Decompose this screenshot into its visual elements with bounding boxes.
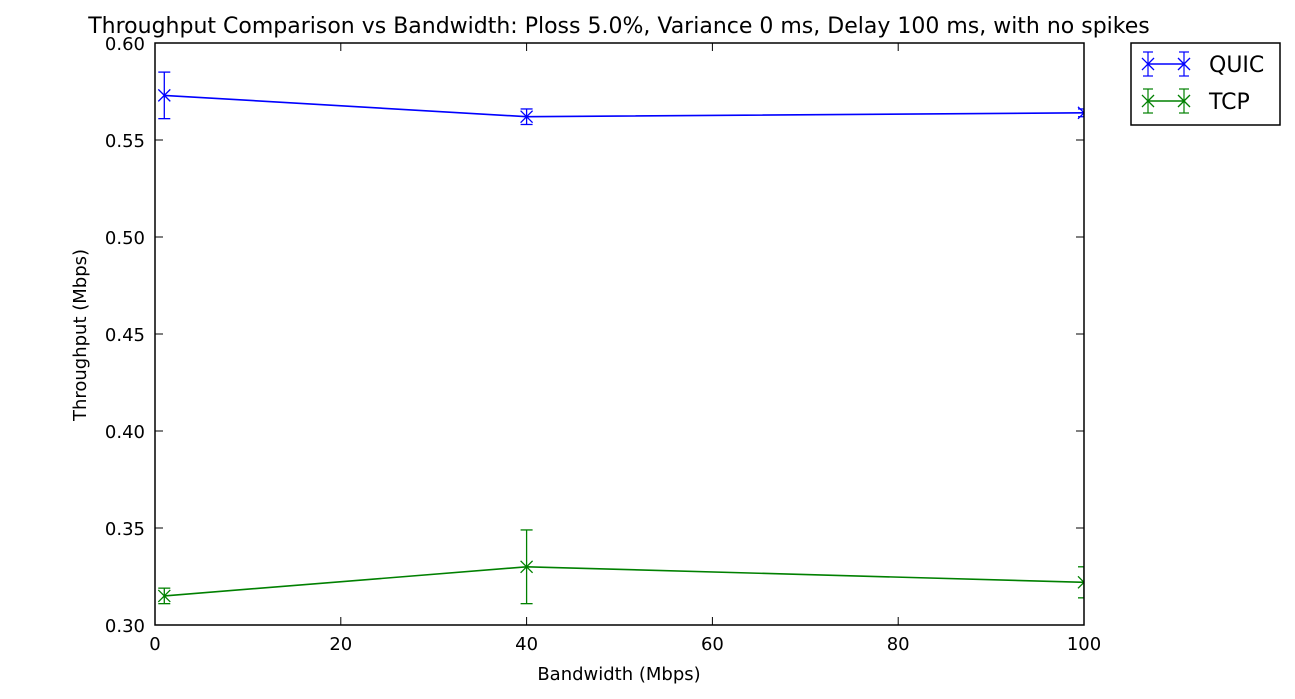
series-line-quic xyxy=(164,94,1084,118)
y-axis-label: Throughput (Mbps) xyxy=(70,249,91,422)
x-axis: 0 20 40 60 80 100 xyxy=(149,43,1101,655)
data-point xyxy=(1077,575,1084,589)
error-bar xyxy=(1078,566,1084,599)
x-tick-label: 60 xyxy=(701,634,724,655)
series-line-tcp xyxy=(164,565,1084,597)
y-tick-label: 0.55 xyxy=(105,131,145,152)
x-tick-label: 20 xyxy=(329,634,352,655)
y-tick-label: 0.60 xyxy=(105,34,145,55)
y-axis: 0.30 0.35 0.40 0.45 0.50 0.55 0.60 xyxy=(105,34,1084,637)
legend-item-tcp: TCP xyxy=(1141,88,1250,115)
y-tick-label: 0.45 xyxy=(105,325,145,346)
plot-frame xyxy=(154,42,1085,626)
legend-label: QUIC xyxy=(1209,53,1264,78)
y-tick-label: 0.50 xyxy=(105,228,145,249)
x-tick-label: 80 xyxy=(887,634,910,655)
y-tick-label: 0.40 xyxy=(105,422,145,443)
legend-item-quic: QUIC xyxy=(1141,51,1264,78)
data-point xyxy=(157,88,171,102)
x-tick-label: 100 xyxy=(1067,634,1101,655)
legend: QUIC TCP xyxy=(1130,42,1281,126)
data-point xyxy=(520,110,534,124)
data-point xyxy=(520,560,534,574)
data-point xyxy=(157,589,171,603)
legend-marker xyxy=(1141,94,1155,108)
series-layer xyxy=(157,71,1084,605)
x-tick-label: 40 xyxy=(515,634,538,655)
legend-marker xyxy=(1141,57,1155,71)
y-tick-label: 0.30 xyxy=(105,616,145,637)
y-tick-label: 0.35 xyxy=(105,519,145,540)
x-tick-label: 0 xyxy=(149,634,160,655)
chart-title: Throughput Comparison vs Bandwidth: Plos… xyxy=(87,14,1150,39)
legend-marker xyxy=(1177,94,1191,108)
legend-label: TCP xyxy=(1208,90,1250,115)
legend-marker xyxy=(1177,57,1191,71)
legend-box xyxy=(1130,42,1281,126)
x-axis-label: Bandwidth (Mbps) xyxy=(537,664,700,685)
data-point xyxy=(1077,106,1084,120)
